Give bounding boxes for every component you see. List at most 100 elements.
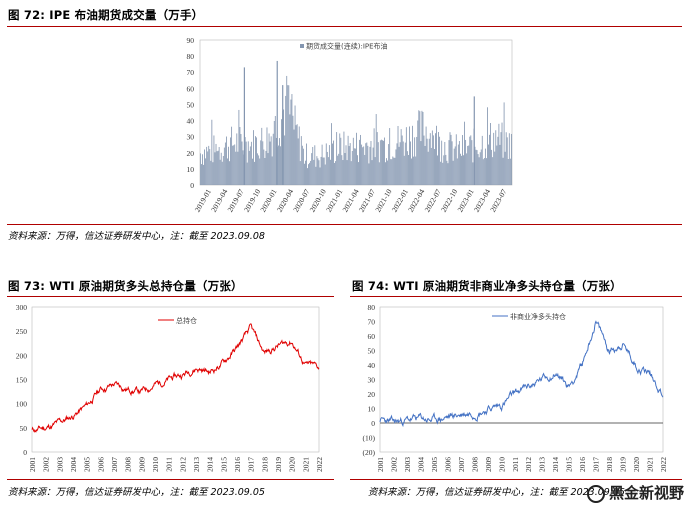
volume-bar bbox=[469, 136, 471, 185]
volume-bar bbox=[236, 133, 238, 185]
x-tick-label: 2016 bbox=[233, 457, 242, 472]
volume-bar bbox=[373, 128, 375, 185]
volume-bar bbox=[306, 143, 307, 185]
volume-bar bbox=[255, 136, 256, 185]
volume-bar bbox=[436, 125, 437, 185]
volume-bar bbox=[390, 159, 392, 185]
x-tick-label: 2002 bbox=[42, 457, 51, 472]
x-tick-label: 2006 bbox=[443, 457, 452, 472]
y-tick-label: 50 bbox=[187, 100, 195, 109]
volume-bar bbox=[350, 161, 352, 185]
volume-bar bbox=[494, 151, 496, 185]
volume-bar bbox=[445, 154, 447, 185]
volume-bar bbox=[327, 157, 329, 185]
volume-bar bbox=[233, 145, 235, 185]
figure-72-source-rule bbox=[7, 224, 682, 225]
volume-bar bbox=[423, 135, 425, 185]
volume-bar bbox=[256, 137, 257, 185]
volume-bar bbox=[291, 94, 293, 185]
volume-bar bbox=[385, 162, 386, 185]
volume-bar bbox=[259, 158, 261, 185]
volume-bar bbox=[266, 127, 268, 185]
volume-bar bbox=[273, 120, 275, 185]
volume-peak-bar bbox=[282, 85, 284, 185]
volume-bar bbox=[422, 111, 424, 185]
y-tick-label: 100 bbox=[16, 400, 28, 409]
y-tick-label: 150 bbox=[16, 376, 28, 385]
volume-bar bbox=[231, 126, 233, 185]
y-tick-label: 200 bbox=[16, 351, 28, 360]
volume-bar bbox=[475, 149, 477, 185]
x-tick-label: 2013 bbox=[538, 457, 547, 472]
volume-bar bbox=[468, 145, 470, 185]
volume-bar bbox=[258, 155, 260, 185]
volume-bar bbox=[361, 144, 363, 185]
volume-bar bbox=[405, 127, 407, 185]
volume-bar bbox=[207, 151, 209, 185]
volume-bar bbox=[434, 149, 435, 185]
legend-label: 总持仓 bbox=[176, 316, 197, 325]
volume-bar bbox=[443, 155, 445, 185]
volume-bar bbox=[446, 160, 448, 185]
volume-bar bbox=[462, 135, 463, 185]
volume-bar bbox=[323, 157, 325, 185]
y-tick-label: 40 bbox=[368, 361, 376, 370]
volume-bar bbox=[265, 150, 267, 185]
watermark: 黑金新视野 bbox=[586, 482, 684, 503]
legend-swatch bbox=[300, 44, 304, 48]
volume-bar bbox=[284, 135, 286, 185]
volume-bar bbox=[224, 142, 226, 185]
volume-bar bbox=[363, 146, 365, 185]
volume-bar bbox=[392, 156, 394, 185]
volume-bar bbox=[464, 121, 465, 185]
volume-bar bbox=[285, 95, 287, 185]
volume-bar bbox=[208, 145, 210, 185]
volume-bar bbox=[427, 151, 429, 185]
volume-bar bbox=[262, 141, 264, 185]
volume-bar bbox=[466, 153, 468, 185]
volume-bar bbox=[426, 138, 428, 185]
volume-bar bbox=[205, 158, 207, 185]
volume-bar bbox=[331, 123, 332, 185]
volume-bar bbox=[429, 133, 431, 185]
volume-bar bbox=[415, 156, 417, 185]
volume-bar bbox=[504, 151, 506, 185]
x-tick-label: 2007 bbox=[110, 457, 119, 472]
volume-bar bbox=[397, 126, 399, 185]
volume-bar bbox=[371, 160, 373, 185]
volume-bar bbox=[278, 145, 279, 185]
volume-bar bbox=[444, 141, 446, 185]
volume-bar bbox=[308, 164, 309, 185]
volume-bar bbox=[431, 130, 433, 185]
series-line bbox=[31, 323, 320, 433]
volume-bar bbox=[372, 147, 374, 185]
volume-bar bbox=[395, 149, 397, 185]
volume-bar bbox=[451, 141, 453, 185]
volume-bar bbox=[503, 102, 505, 185]
volume-bar bbox=[480, 149, 482, 185]
volume-bar bbox=[482, 159, 484, 185]
x-tick-label: 2017 bbox=[247, 457, 256, 472]
x-tick-label: 2015 bbox=[219, 457, 228, 472]
x-tick-label: 2004 bbox=[416, 457, 425, 472]
volume-bar bbox=[481, 135, 483, 185]
y-tick-label: 50 bbox=[20, 424, 28, 433]
x-tick-label: 2018 bbox=[605, 457, 614, 472]
volume-bar bbox=[326, 151, 328, 185]
x-tick-label: 2021 bbox=[301, 457, 310, 472]
volume-bar bbox=[337, 155, 339, 185]
volume-bar bbox=[455, 134, 457, 185]
y-tick-label: 70 bbox=[368, 318, 376, 327]
volume-bar bbox=[359, 139, 360, 185]
volume-bar bbox=[393, 157, 395, 185]
x-tick-label: 2007 bbox=[457, 457, 466, 472]
volume-bar bbox=[448, 140, 450, 185]
volume-bar bbox=[290, 99, 292, 185]
volume-bar bbox=[416, 136, 418, 185]
volume-bar bbox=[465, 139, 467, 185]
x-tick-label: 2022 bbox=[659, 457, 668, 472]
volume-bar bbox=[309, 162, 311, 185]
volume-bar bbox=[454, 146, 456, 185]
volume-bar bbox=[246, 162, 248, 185]
